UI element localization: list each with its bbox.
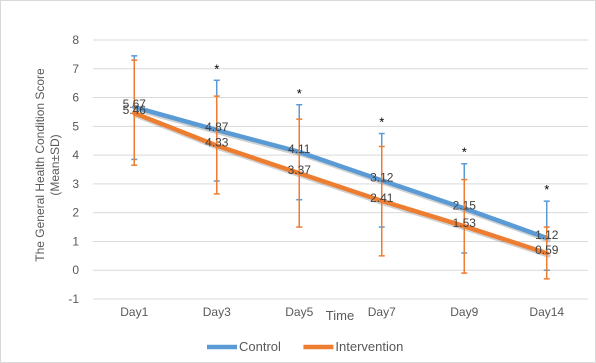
y-tick-label: 1 xyxy=(72,234,79,248)
x-axis-title: Time xyxy=(326,308,354,323)
series-lines xyxy=(132,104,551,258)
y-axis-title-line-1: The General Health Condition Score xyxy=(33,68,47,262)
x-tick-label: Day3 xyxy=(203,305,231,319)
data-label: 2.41 xyxy=(370,191,394,205)
y-tick-label: 4 xyxy=(72,148,79,162)
data-label: 2.15 xyxy=(453,198,477,212)
x-tick-label: Day1 xyxy=(120,305,148,319)
y-tick-label: 5 xyxy=(72,119,79,133)
legend-label: Control xyxy=(239,339,281,354)
data-label: 5.67 xyxy=(123,97,147,111)
data-label: 1.53 xyxy=(453,216,477,230)
significance-marker: * xyxy=(214,61,219,76)
grid-lines xyxy=(93,39,588,300)
series-line xyxy=(132,110,549,256)
significance-marker: * xyxy=(297,86,302,101)
y-tick-label: 0 xyxy=(72,263,79,277)
y-tick-label: 7 xyxy=(72,62,79,76)
y-axis-title-line-2: (Mean±SD) xyxy=(48,134,62,195)
legend: Control Intervention xyxy=(207,339,403,354)
error-bars xyxy=(131,55,550,280)
x-tick-label: Day14 xyxy=(529,305,564,319)
y-tick-label: 8 xyxy=(72,33,79,47)
x-tick-label: Day7 xyxy=(368,305,396,319)
data-label: 1.12 xyxy=(535,228,559,242)
significance-marker: * xyxy=(544,182,549,197)
data-labels: 5.67 4.87 4.11 3.12 2.15 1.12 5.46 4.33 3.37 2.41… xyxy=(123,97,559,257)
data-label: 0.59 xyxy=(535,243,559,257)
y-tick-label: 6 xyxy=(72,91,79,105)
y-tick-label: -1 xyxy=(68,292,79,306)
data-label: 3.37 xyxy=(288,163,312,177)
x-axis-ticks: Day1 Day3 Day5 Day7 Day9 Day14 xyxy=(120,305,564,319)
significance-marker: * xyxy=(379,115,384,130)
significance-marker: * xyxy=(462,145,467,160)
x-tick-label: Day5 xyxy=(285,305,313,319)
data-label: 3.12 xyxy=(370,170,394,184)
x-tick-label: Day9 xyxy=(450,305,478,319)
data-label: 4.33 xyxy=(205,136,229,150)
series-line xyxy=(132,104,549,241)
data-label: 5.46 xyxy=(123,103,147,117)
data-label: 4.11 xyxy=(288,142,311,156)
legend-label: Intervention xyxy=(335,339,403,354)
series-line-shadow xyxy=(133,106,551,243)
y-axis-title: The General Health Condition Score (Mean… xyxy=(33,68,62,262)
y-tick-label: 2 xyxy=(72,206,79,220)
significance-markers: * * * * * xyxy=(214,61,549,197)
data-label: 4.87 xyxy=(205,120,229,134)
y-tick-label: 3 xyxy=(72,177,79,191)
y-axis-ticks: -1 0 1 2 3 4 5 6 7 8 xyxy=(68,33,79,306)
